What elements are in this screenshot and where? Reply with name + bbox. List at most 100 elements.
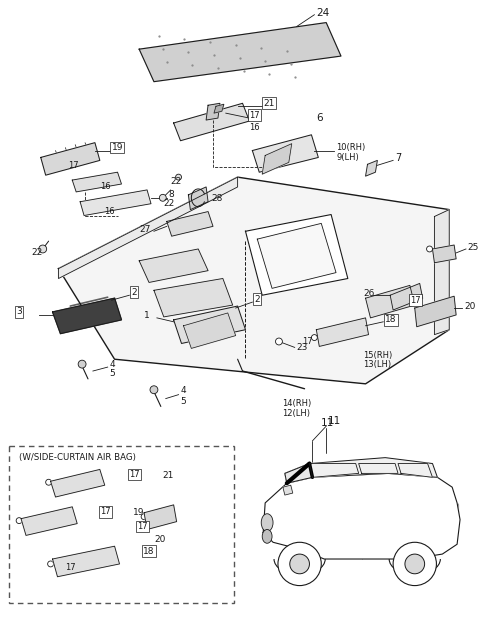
Polygon shape [262,144,292,174]
Text: 20: 20 [464,301,475,311]
Circle shape [46,479,51,485]
Polygon shape [415,296,456,327]
Text: 4: 4 [180,386,186,395]
Text: 16: 16 [100,182,110,192]
Text: 22: 22 [164,199,175,208]
Circle shape [290,554,310,574]
Polygon shape [310,464,359,477]
Polygon shape [21,507,77,536]
Polygon shape [50,469,105,497]
Text: 25: 25 [467,242,478,252]
Text: 15(RH): 15(RH) [363,351,393,360]
Polygon shape [167,211,213,236]
Polygon shape [390,283,423,310]
Text: (W/SIDE-CURTAIN AIR BAG): (W/SIDE-CURTAIN AIR BAG) [19,453,136,462]
Circle shape [405,554,425,574]
Circle shape [141,514,147,520]
Text: 1: 1 [144,311,150,321]
Text: 3: 3 [16,308,22,316]
Circle shape [427,246,432,252]
Polygon shape [214,104,224,113]
Polygon shape [316,318,369,347]
Text: 10(RH): 10(RH) [336,143,365,152]
Text: 27: 27 [139,225,151,234]
Polygon shape [245,215,348,295]
Circle shape [150,386,158,394]
Polygon shape [285,458,437,483]
Text: 22: 22 [171,177,182,185]
Polygon shape [139,22,341,82]
Circle shape [159,194,166,202]
Text: 17: 17 [100,507,110,516]
Circle shape [48,561,54,567]
Polygon shape [154,278,233,317]
Polygon shape [432,245,456,263]
Text: 11: 11 [328,416,341,426]
Text: 18: 18 [385,316,397,324]
Polygon shape [174,104,250,141]
Polygon shape [359,464,398,474]
Text: 17: 17 [137,522,148,531]
Polygon shape [434,210,449,335]
Text: 22: 22 [31,249,42,257]
Text: 19: 19 [133,508,145,517]
Polygon shape [41,143,100,175]
Text: 7: 7 [395,153,401,164]
Text: 21: 21 [263,99,275,108]
Text: 18: 18 [143,547,155,556]
FancyBboxPatch shape [9,446,234,603]
Circle shape [278,542,321,585]
Polygon shape [183,313,236,348]
Polygon shape [72,172,121,192]
Polygon shape [263,474,460,559]
Text: 4: 4 [109,360,115,369]
Text: 2: 2 [254,294,260,304]
Polygon shape [144,505,177,529]
Text: 17: 17 [250,110,260,120]
Text: 24: 24 [316,8,330,18]
Text: 16: 16 [250,123,260,133]
Text: 17: 17 [65,564,76,572]
Text: 20: 20 [154,535,165,544]
Text: 17: 17 [410,296,420,304]
Circle shape [276,338,282,345]
Text: 2: 2 [132,288,137,297]
Text: 5: 5 [109,370,115,378]
Text: 17: 17 [302,337,313,346]
Text: 23: 23 [297,343,308,352]
Polygon shape [188,187,208,210]
Polygon shape [285,464,312,483]
Ellipse shape [262,529,272,543]
Circle shape [393,542,436,585]
Polygon shape [366,285,415,318]
Text: 9(LH): 9(LH) [336,153,359,162]
Ellipse shape [261,514,273,531]
Polygon shape [398,464,432,477]
Text: 17: 17 [68,161,79,170]
Polygon shape [206,104,220,120]
Circle shape [78,360,86,368]
Text: 21: 21 [163,471,174,480]
Circle shape [16,518,22,523]
Polygon shape [283,485,293,495]
Polygon shape [53,546,120,577]
Text: 11: 11 [321,418,335,428]
Polygon shape [53,298,121,334]
Polygon shape [366,161,377,176]
Text: 28: 28 [211,194,222,203]
Polygon shape [59,177,238,278]
Text: 16: 16 [104,207,114,216]
Polygon shape [257,223,336,288]
Polygon shape [252,135,318,172]
Circle shape [312,335,317,340]
Text: 17: 17 [129,470,140,479]
Text: 6: 6 [316,113,323,123]
Polygon shape [174,306,245,343]
Text: 19: 19 [112,143,123,152]
Text: 14(RH): 14(RH) [282,399,311,408]
Text: 5: 5 [180,397,186,406]
Text: 12(LH): 12(LH) [282,409,310,418]
Text: 8: 8 [168,190,174,200]
Polygon shape [80,190,151,216]
Polygon shape [139,249,208,283]
